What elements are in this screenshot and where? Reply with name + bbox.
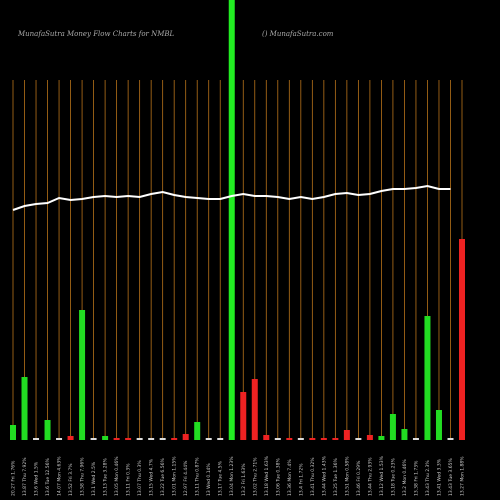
x-tick-label: 13.25 Tue 1.36% <box>333 458 339 496</box>
x-tick-label: 13.07 Thu 0.3% <box>137 460 143 496</box>
x-tick-label: 13.18 Tue 0.23% <box>390 458 396 496</box>
x-tick-label: 13.06 Tue 0.38% <box>275 458 281 496</box>
x-tick-label: 13.18 Wed 1.63% <box>264 455 270 496</box>
bar <box>10 425 16 440</box>
bar <box>297 438 304 440</box>
bar <box>424 316 431 440</box>
x-tick-label: 13.1 Wed 2.5% <box>91 461 97 496</box>
bar <box>240 392 247 440</box>
x-tick-label: 13.4 Fri 1.72% <box>298 463 304 496</box>
x-tick-label: 13.36 Mon 7.4% <box>287 459 293 496</box>
x-tick-label: 13.46 Fri 0.29% <box>356 460 362 496</box>
bar <box>113 438 120 440</box>
bar <box>56 438 63 440</box>
bar <box>194 422 201 440</box>
x-tick-label: 13.11 Thu 0.87% <box>195 457 201 496</box>
bar <box>67 436 74 440</box>
bar <box>251 379 258 440</box>
x-tick-label: 13.2 Mon 0.46% <box>402 459 408 496</box>
x-tick-label: 13.11 Fri 0.3% <box>126 463 132 496</box>
x-tick-label: 13.01 Mon 1.15% <box>172 456 178 496</box>
bar <box>136 438 143 440</box>
x-tick-label: 13.22 Tue 6.56% <box>160 458 166 496</box>
x-tick-label: 13.27 Mon 1.88% <box>460 456 466 496</box>
x-tick-label: 13.38 Fri 1.73% <box>413 460 419 496</box>
x-tick-label: 13.87 Thu 7.92% <box>22 457 28 496</box>
x-tick-label: 13 Wed 0.14% <box>206 463 212 496</box>
bar <box>343 430 350 440</box>
bar <box>171 438 178 440</box>
x-tick-label: 13.44 Wed 1.43% <box>321 455 327 496</box>
x-tick-label: 13.43 Thu 2.3% <box>425 460 431 496</box>
bar <box>182 434 189 440</box>
x-tick-label: 13.43 Tue 3.65% <box>448 458 454 496</box>
bar <box>355 438 362 440</box>
bar <box>205 438 212 440</box>
bar <box>366 435 373 440</box>
bar <box>44 420 51 440</box>
bar <box>21 377 28 440</box>
money-flow-line <box>12 184 451 211</box>
x-tick-label: 13.58 Thu 7.96% <box>80 457 86 496</box>
x-tick-label: 13.04 Mon 1.23% <box>229 456 235 496</box>
bar <box>217 438 224 440</box>
bar <box>332 438 339 440</box>
bar <box>435 410 442 440</box>
x-tick-label: 13.05 Mon 0.46% <box>114 456 120 496</box>
x-tick-label: 13.15 Wed 4.7% <box>149 458 155 496</box>
bar <box>274 438 281 440</box>
bar <box>286 438 293 440</box>
bar <box>389 414 396 440</box>
bar <box>263 435 270 440</box>
bar <box>447 438 454 440</box>
bar <box>378 436 385 440</box>
chart-title: MunafaSutra Money Flow Charts for NMBL <box>17 30 175 38</box>
x-tick-label: 14.07 Mon 4.63% <box>57 456 63 496</box>
x-tick-label: 13.2 Fri 1.63% <box>241 463 247 496</box>
x-tick-label: 13.02 Thu 2.71% <box>252 457 258 496</box>
x-tick-label: 13.51 Mon 0.58% <box>344 456 350 496</box>
bar <box>309 438 316 440</box>
bar <box>33 438 40 440</box>
bar <box>459 239 465 440</box>
bar <box>102 436 109 440</box>
x-tick-label: 13.12 Wed 1.53% <box>379 455 385 496</box>
bar <box>159 438 166 440</box>
x-tick-label: 13.13 Tue 3.28% <box>103 458 109 496</box>
bar <box>412 438 419 440</box>
bar <box>79 310 86 440</box>
bar <box>320 438 327 440</box>
x-tick-label: 13.41 Wed 3.3% <box>436 458 442 496</box>
x-tick-label: 13.6 Tue 12.56% <box>45 458 51 496</box>
bar <box>228 0 235 440</box>
bar <box>125 438 132 440</box>
bar <box>90 438 97 440</box>
bar <box>148 438 155 440</box>
x-tick-label: 13.52 Fri 3.7% <box>68 463 74 496</box>
chart-subtitle: () MunafaSutra.com <box>262 30 334 38</box>
x-tick-label: 12.97 Fri 4.44% <box>183 460 189 496</box>
x-tick-label: 13.41 Thu 0.32% <box>310 457 316 496</box>
x-tick-label: 20.27 Fri 1.76% <box>11 460 17 496</box>
x-tick-label: 13.6 Wed 1.5% <box>34 461 40 496</box>
x-tick-label: 13.17 Tue 4.5% <box>218 460 224 496</box>
x-tick-label: 13.44 Thu 2.93% <box>367 457 373 496</box>
bar <box>401 429 408 440</box>
